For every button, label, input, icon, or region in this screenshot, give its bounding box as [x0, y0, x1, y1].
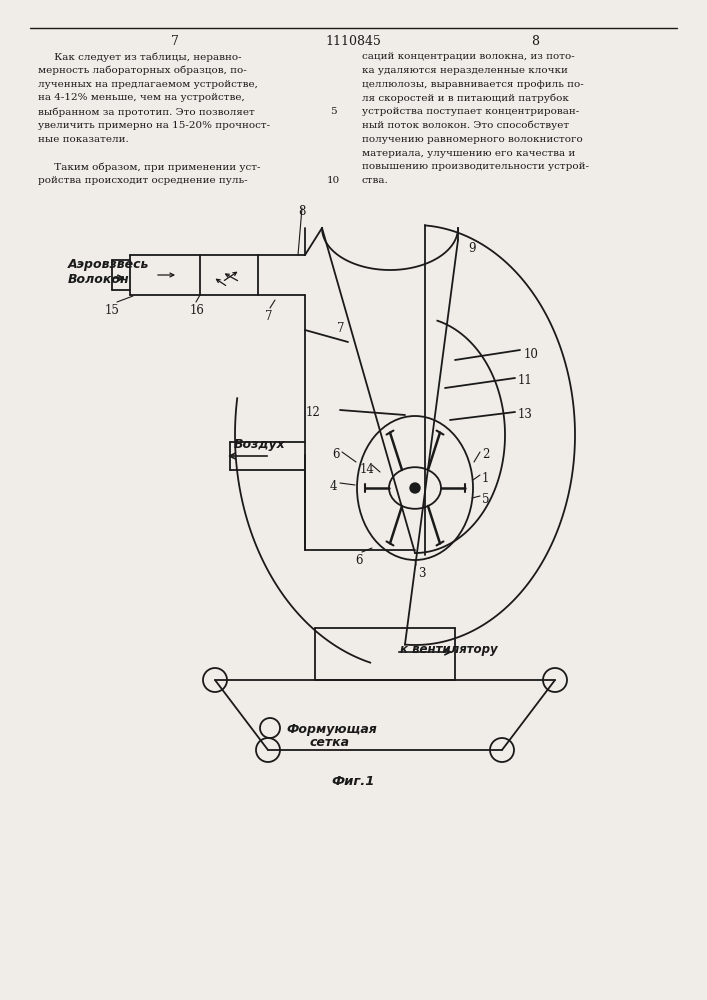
Text: ные показатели.: ные показатели.: [38, 135, 129, 144]
Text: 16: 16: [190, 304, 205, 317]
Text: получению равномерного волокнистого: получению равномерного волокнистого: [362, 135, 583, 144]
Text: 12: 12: [305, 406, 320, 419]
Text: увеличить примерно на 15-20% прочност-: увеличить примерно на 15-20% прочност-: [38, 121, 270, 130]
Text: 14: 14: [360, 463, 375, 476]
Text: 7: 7: [337, 322, 344, 335]
Text: лученных на предлагаемом устройстве,: лученных на предлагаемом устройстве,: [38, 80, 258, 89]
Text: материала, улучшению его качества и: материала, улучшению его качества и: [362, 149, 575, 158]
Text: Формующая: Формующая: [286, 723, 377, 736]
Text: Таким образом, при применении уст-: Таким образом, при применении уст-: [38, 162, 260, 172]
Text: 8: 8: [298, 205, 305, 218]
Text: 8: 8: [531, 35, 539, 48]
Text: на 4-12% меньше, чем на устройстве,: на 4-12% меньше, чем на устройстве,: [38, 93, 245, 102]
Text: Как следует из таблицы, неравно-: Как следует из таблицы, неравно-: [38, 52, 242, 62]
Text: мерность лабораторных образцов, по-: мерность лабораторных образцов, по-: [38, 66, 247, 75]
Text: 3: 3: [418, 567, 426, 580]
Text: 1110845: 1110845: [325, 35, 381, 48]
Circle shape: [410, 483, 420, 493]
Text: целлюлозы, выравнивается профиль по-: целлюлозы, выравнивается профиль по-: [362, 80, 584, 89]
Text: ройства происходит осреднение пуль-: ройства происходит осреднение пуль-: [38, 176, 247, 185]
Text: 7: 7: [171, 35, 179, 48]
Text: 9: 9: [468, 242, 476, 255]
Text: Аэровзвесь: Аэровзвесь: [68, 258, 149, 271]
Text: устройства поступает концентрирован-: устройства поступает концентрирован-: [362, 107, 579, 116]
Text: ства.: ства.: [362, 176, 389, 185]
Text: выбранном за прототип. Это позволяет: выбранном за прототип. Это позволяет: [38, 107, 255, 117]
Text: 10: 10: [327, 176, 339, 185]
Text: 2: 2: [482, 448, 489, 461]
Text: сетка: сетка: [310, 736, 350, 749]
Text: Воздух: Воздух: [234, 438, 286, 451]
Text: ля скоростей и в питающий патрубок: ля скоростей и в питающий патрубок: [362, 93, 569, 103]
Text: 4: 4: [330, 480, 337, 493]
Text: 5: 5: [329, 107, 337, 116]
Text: 6: 6: [355, 554, 363, 567]
Text: Волокон: Волокон: [68, 273, 129, 286]
Text: 7: 7: [265, 310, 272, 323]
Text: 13: 13: [518, 408, 533, 421]
Text: ный поток волокон. Это способствует: ный поток волокон. Это способствует: [362, 121, 569, 130]
Text: 11: 11: [518, 374, 533, 387]
Text: 1: 1: [482, 472, 489, 485]
Text: 6: 6: [332, 448, 339, 461]
Text: саций концентрации волокна, из пото-: саций концентрации волокна, из пото-: [362, 52, 575, 61]
Text: ка удаляются неразделенные клочки: ка удаляются неразделенные клочки: [362, 66, 568, 75]
Text: 5: 5: [482, 493, 489, 506]
Text: повышению производительности устрой-: повышению производительности устрой-: [362, 162, 589, 171]
Text: 10: 10: [524, 348, 539, 361]
Text: к вентилятору: к вентилятору: [400, 643, 498, 656]
Text: Фиг.1: Фиг.1: [332, 775, 375, 788]
Text: 15: 15: [105, 304, 120, 317]
